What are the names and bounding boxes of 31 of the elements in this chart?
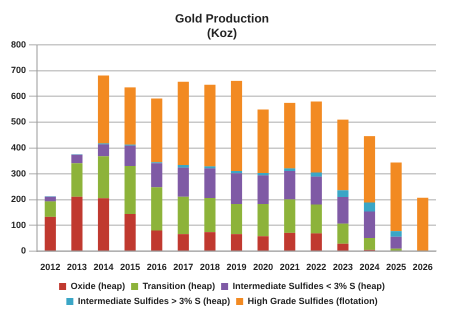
y-tick-label: 400: [10, 142, 26, 152]
chart-subtitle: (Koz): [207, 26, 237, 40]
y-tick-label: 500: [10, 116, 26, 127]
y-tick-label: 800: [10, 39, 26, 50]
x-tick-label: 2018: [200, 262, 220, 272]
x-tick-label: 2021: [280, 262, 300, 272]
x-tick-label: 2020: [253, 262, 274, 272]
y-tick-label: 200: [10, 194, 26, 204]
y-tick-label: 100: [10, 220, 26, 230]
legend-label: High Grade Sulfides (flotation): [248, 296, 378, 306]
y-tick-label: 300: [10, 168, 26, 178]
x-tick-label: 2024: [359, 262, 380, 272]
y-tick-label: 700: [10, 65, 26, 76]
x-tick-label: 2019: [226, 262, 247, 272]
x-tick-label: 2025: [386, 262, 406, 272]
x-tick-label: 2014: [94, 262, 114, 272]
x-tick-label: 2026: [412, 262, 433, 272]
legend-label: Intermediate Sulfides > 3% S (heap): [78, 296, 230, 306]
legend-label: Oxide (heap): [70, 280, 126, 291]
x-tick-label: 2023: [332, 262, 353, 272]
x-tick-label: 2015: [120, 262, 140, 272]
legend-label: Transition (heap): [142, 280, 216, 291]
x-tick-label: 2016: [146, 262, 167, 272]
x-tick-label: 2012: [40, 262, 60, 272]
y-tick-label: 600: [10, 90, 26, 101]
y-tick-label: 0: [21, 246, 26, 256]
chart-title: Gold Production: [175, 12, 269, 26]
x-tick-label: 2022: [306, 262, 326, 272]
x-tick-label: 2017: [173, 262, 194, 272]
legend-label: Intermediate Sulfides < 3% S (heap): [232, 280, 385, 291]
x-tick-label: 2013: [66, 262, 87, 272]
